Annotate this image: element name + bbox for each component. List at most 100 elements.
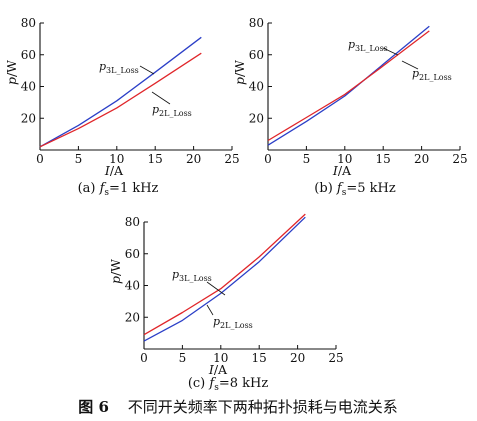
series-label-p3L_Loss: p3L_Loss [348, 38, 388, 53]
panel-caption-sub: s [104, 188, 109, 198]
panel-caption-prefix: (a) [78, 181, 100, 196]
x-tick-label: 15 [252, 351, 267, 365]
series-label-main: p [172, 268, 179, 281]
x-tick-label: 25 [452, 152, 467, 166]
panel-caption-sub: s [342, 188, 347, 198]
series-label-main: p [412, 67, 419, 80]
y-axis-label-var: p [108, 276, 123, 284]
series-line-p2L_Loss [39, 52, 202, 148]
y-axis-label-unit: /W [232, 60, 247, 77]
x-tick-label: 20 [414, 152, 429, 166]
figure-number: 图 6 [78, 398, 109, 416]
series-label-p2L_Loss: p2L_Loss [152, 103, 192, 118]
series-label-p3L_Loss: p3L_Loss [172, 268, 212, 283]
x-tick-label: 20 [290, 351, 305, 365]
series-label-sub: 2L_Loss [220, 321, 253, 330]
series-label-main: p [213, 315, 220, 328]
x-tick-label: 0 [140, 351, 148, 365]
series-label-sub: 2L_Loss [419, 73, 452, 82]
series-label-main: p [348, 38, 355, 51]
series-leader-line [151, 91, 171, 105]
panel-caption-value: =8 kHz [219, 376, 269, 391]
series-leader-line [206, 281, 226, 296]
panel-caption-var: f [336, 181, 344, 196]
y-axis-label-unit: /W [4, 60, 19, 77]
series-leader-line [401, 60, 419, 70]
x-tick-label: 15 [148, 152, 163, 166]
y-tick-label: 40 [125, 279, 140, 293]
series-label-main: p [99, 60, 106, 73]
y-tick-label: 60 [21, 48, 36, 62]
x-axis-label-unit: /A [338, 163, 352, 178]
y-axis-label: p/W [108, 259, 123, 284]
series-leader-line [382, 47, 399, 56]
chart-panel-2: 0 5 10 15 20 2520406080I/Ap/Wp3L_Lossp2L_Loss… [232, 16, 468, 198]
panel-caption-prefix: (b) [314, 181, 337, 196]
y-tick-label: 20 [21, 111, 36, 125]
x-axis-label-var: I [208, 362, 215, 377]
x-axis-label: I/A [208, 362, 228, 377]
x-tick-label: 25 [328, 351, 343, 365]
panel-caption-value: =1 kHz [109, 181, 159, 196]
panel-caption-value: =5 kHz [346, 181, 396, 196]
series-line-p3L_Loss [267, 25, 430, 146]
panel-caption: (c) fs=8 kHz [188, 376, 269, 393]
x-tick-label: 5 [75, 152, 83, 166]
series-line-p3L_Loss [39, 36, 202, 148]
panel-caption-prefix: (c) [188, 376, 210, 391]
series-label-p3L_Loss: p3L_Loss [99, 60, 139, 75]
y-axis-label: p/W [232, 60, 247, 85]
series-label-p2L_Loss: p2L_Loss [412, 67, 452, 82]
series-line-p2L_Loss [143, 213, 306, 336]
x-axis-label-var: I [332, 163, 339, 178]
series-line-p3L_Loss [143, 216, 306, 342]
y-tick-label: 40 [249, 80, 264, 94]
x-axis-label: I/A [332, 163, 352, 178]
y-tick-label: 60 [249, 48, 264, 62]
y-axis-label-unit: /W [108, 259, 123, 276]
y-axis-label: p/W [4, 60, 19, 85]
y-axis-label-var: p [4, 77, 19, 85]
y-tick-label: 80 [21, 16, 36, 30]
x-axis-label-unit: /A [110, 163, 124, 178]
panel-caption: (b) fs=5 kHz [314, 181, 396, 198]
x-tick-label: 25 [224, 152, 239, 166]
x-tick-label: 10 [337, 152, 352, 166]
y-tick-label: 40 [21, 80, 36, 94]
series-label-sub: 3L_Loss [355, 44, 388, 53]
series-label-sub: 2L_Loss [159, 109, 192, 118]
panel-caption: (a) fs=1 kHz [78, 181, 159, 198]
series-leader-line [206, 304, 214, 316]
panel-caption-sub: s [214, 383, 219, 393]
x-axis-label: I/A [104, 163, 124, 178]
y-tick-label: 20 [249, 111, 264, 125]
series-line-p2L_Loss [267, 30, 430, 142]
series-label-sub: 3L_Loss [179, 274, 212, 283]
y-axis-label-var: p [232, 77, 247, 85]
y-tick-label: 20 [125, 310, 140, 324]
x-tick-label: 0 [36, 152, 44, 166]
series-label-p2L_Loss: p2L_Loss [213, 315, 253, 330]
x-axis-label-unit: /A [214, 362, 228, 377]
y-tick-label: 80 [125, 215, 140, 229]
x-tick-label: 5 [303, 152, 311, 166]
series-leader-line [139, 65, 155, 75]
x-tick-label: 0 [264, 152, 272, 166]
y-tick-label: 60 [125, 247, 140, 261]
x-tick-label: 10 [213, 351, 228, 365]
y-tick-label: 80 [249, 16, 264, 30]
x-tick-label: 20 [186, 152, 201, 166]
figure-caption: 图 6 不同开关频率下两种拓扑损耗与电流关系 [78, 398, 397, 416]
x-tick-label: 15 [376, 152, 391, 166]
panel-caption-var: f [99, 181, 107, 196]
x-tick-label: 10 [109, 152, 124, 166]
x-tick-label: 5 [179, 351, 187, 365]
figure-caption-text: 不同开关频率下两种拓扑损耗与电流关系 [128, 398, 398, 416]
panel-caption-var: f [208, 376, 216, 391]
series-label-sub: 3L_Loss [106, 66, 139, 75]
x-axis-label-var: I [104, 163, 111, 178]
